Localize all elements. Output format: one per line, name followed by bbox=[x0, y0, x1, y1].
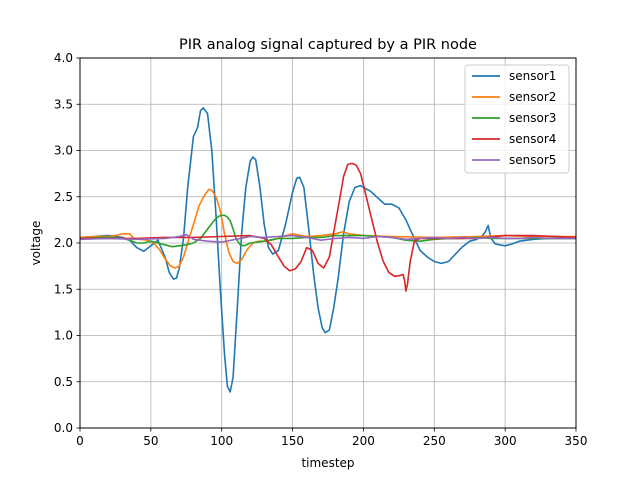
series-line-sensor5 bbox=[79, 233, 576, 243]
y-axis-label: voltage bbox=[29, 221, 43, 266]
legend-label-sensor5: sensor5 bbox=[509, 153, 556, 167]
x-axis-label: timestep bbox=[301, 456, 354, 470]
series-line-sensor4 bbox=[80, 162, 577, 292]
series-line-sensor1 bbox=[79, 107, 576, 393]
legend-label-sensor4: sensor4 bbox=[509, 132, 556, 146]
x-tick-label: 350 bbox=[565, 434, 588, 448]
y-tick-label: 2.5 bbox=[54, 190, 73, 204]
x-tick-label: 0 bbox=[76, 434, 84, 448]
x-tick-label: 50 bbox=[143, 434, 158, 448]
y-tick-label: 3.0 bbox=[54, 144, 73, 158]
y-tick-label: 2.0 bbox=[54, 236, 73, 250]
legend-box bbox=[464, 64, 570, 174]
legend: sensor1 sensor2 sensor3 sensor4 sensor5 bbox=[464, 64, 570, 174]
y-tick-label: 0.0 bbox=[54, 421, 73, 435]
series-line-sensor2 bbox=[79, 188, 576, 269]
series-lines bbox=[79, 107, 577, 393]
y-tick-label: 4.0 bbox=[54, 51, 73, 65]
y-tick-label: 1.0 bbox=[54, 329, 73, 343]
legend-label-sensor1: sensor1 bbox=[509, 69, 556, 83]
y-tick-label: 0.5 bbox=[54, 375, 73, 389]
y-axis-ticks: 0.0 0.5 1.0 1.5 2.0 2.5 3.0 3.5 4.0 bbox=[54, 51, 80, 435]
x-tick-label: 300 bbox=[494, 434, 517, 448]
x-tick-label: 100 bbox=[210, 434, 233, 448]
legend-label-sensor2: sensor2 bbox=[509, 90, 556, 104]
x-axis-ticks: 0 50 100 150 200 250 300 350 bbox=[76, 428, 587, 448]
y-tick-label: 3.5 bbox=[54, 97, 73, 111]
x-tick-label: 150 bbox=[281, 434, 304, 448]
x-tick-label: 250 bbox=[423, 434, 446, 448]
chart-title: PIR analog signal captured by a PIR node bbox=[179, 37, 477, 53]
y-tick-label: 1.5 bbox=[54, 282, 73, 296]
x-tick-label: 200 bbox=[352, 434, 375, 448]
legend-label-sensor3: sensor3 bbox=[509, 111, 556, 125]
